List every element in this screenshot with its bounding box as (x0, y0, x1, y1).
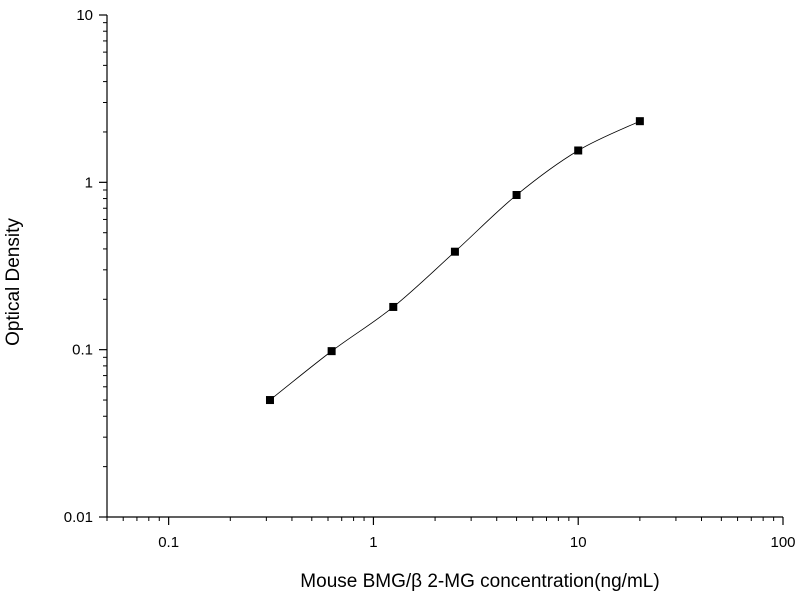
x-tick-label: 10 (570, 534, 587, 551)
x-tick-label: 100 (770, 534, 795, 551)
axes (106, 15, 783, 518)
fit-curve (269, 120, 641, 401)
ticks: 0.1 1 10 100 0.01 0.1 1 10 (64, 7, 796, 551)
data-point (512, 191, 521, 200)
x-tick-label: 0.1 (158, 534, 179, 551)
data-point (450, 247, 459, 256)
fit-curve-group (269, 120, 641, 401)
data-point (265, 396, 274, 405)
y-tick-label: 0.1 (72, 342, 93, 359)
data-point (327, 347, 336, 356)
data-point (389, 302, 398, 311)
data-points (265, 117, 644, 405)
y-tick-label: 10 (76, 7, 93, 24)
x-axis-title: Mouse BMG/β 2-MG concentration(ng/mL) (300, 571, 659, 592)
x-tick-label: 1 (369, 534, 377, 551)
y-tick-label: 1 (85, 174, 93, 191)
data-point (635, 117, 644, 126)
y-tick-label: 0.01 (64, 509, 93, 526)
y-axis-title: Optical Density (3, 218, 24, 346)
data-point (574, 146, 583, 155)
